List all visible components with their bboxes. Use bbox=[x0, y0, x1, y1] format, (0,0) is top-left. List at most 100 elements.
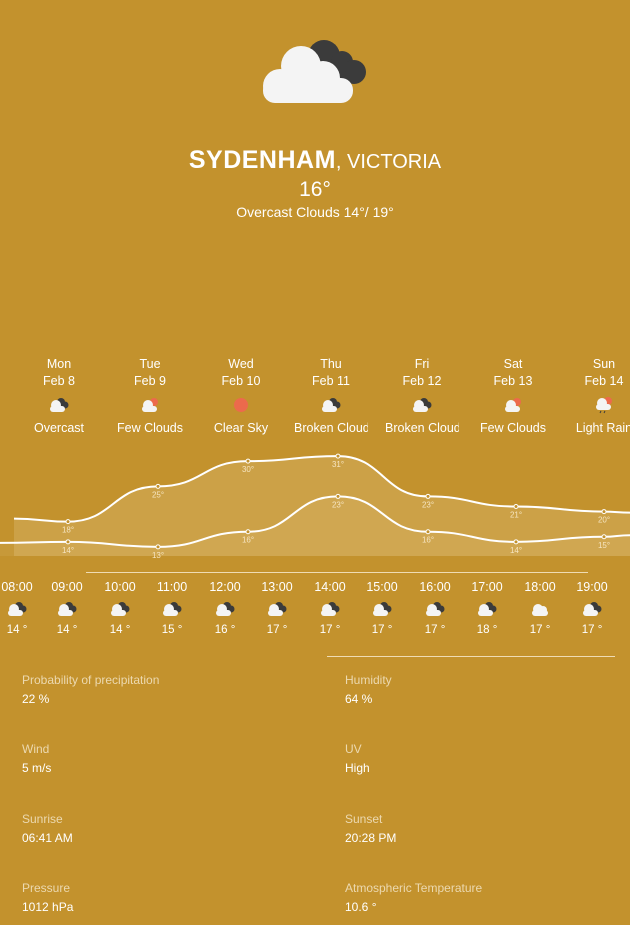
min-temperature-label: 14° bbox=[510, 546, 522, 555]
location-title: SYDENHAM, VICTORIA bbox=[0, 144, 630, 178]
hour-item[interactable]: 12:00 16 ° bbox=[199, 578, 251, 638]
broken-clouds-icon bbox=[0, 596, 43, 622]
temperature-chart: 18° 25° 30° 31° 23° 21° 20° 14° 13° 16° 23° 16° 14° 1… bbox=[0, 453, 630, 560]
hour-temp: 16 ° bbox=[214, 624, 236, 636]
min-temperature-area bbox=[0, 496, 630, 556]
min-temperature-point bbox=[155, 544, 161, 550]
precipitation-detail: Probability of precipitation 22 % bbox=[22, 672, 302, 708]
uv-detail: UV High bbox=[345, 741, 625, 777]
detail-label: Probability of precipitation bbox=[22, 673, 160, 687]
day-date: Feb 12 bbox=[402, 374, 442, 388]
hour-item[interactable]: 08:00 14 ° bbox=[0, 578, 43, 638]
light-rain-icon bbox=[554, 390, 630, 420]
min-temperature-point bbox=[601, 534, 607, 540]
hour-item[interactable]: 17:00 18 ° bbox=[461, 578, 513, 638]
daily-forecast: Mon Feb 8 Overcast Tue Feb 9 Few Clouds … bbox=[0, 356, 630, 446]
max-temperature-point bbox=[425, 493, 431, 499]
min-temperature-point bbox=[245, 529, 251, 535]
divider bbox=[327, 656, 615, 657]
hour-item[interactable]: 09:00 14 ° bbox=[41, 578, 93, 638]
hour-temp: 17 ° bbox=[581, 624, 603, 636]
sun-icon bbox=[191, 390, 291, 420]
hour-item[interactable]: 18:00 17 ° bbox=[514, 578, 566, 638]
hour-item[interactable]: 10:00 14 ° bbox=[94, 578, 146, 638]
overcast-clouds-icon bbox=[263, 40, 366, 103]
day-name: Wed bbox=[228, 357, 254, 371]
broken-clouds-icon bbox=[251, 596, 303, 622]
day-date: Feb 10 bbox=[221, 374, 261, 388]
hour-item[interactable]: 11:00 15 ° bbox=[146, 578, 198, 638]
detail-label: Wind bbox=[22, 742, 50, 756]
hour-item[interactable]: 16:00 17 ° bbox=[409, 578, 461, 638]
day-name: Fri bbox=[414, 357, 430, 371]
detail-label: Sunset bbox=[345, 812, 383, 826]
day-forecast-wed[interactable]: Wed Feb 10 Clear Sky bbox=[191, 356, 291, 436]
hour-time: 09:00 bbox=[51, 580, 83, 594]
detail-label: Humidity bbox=[345, 673, 392, 687]
divider bbox=[86, 572, 588, 573]
detail-value: High bbox=[345, 761, 370, 775]
hour-time: 14:00 bbox=[314, 580, 346, 594]
pressure-detail: Pressure 1012 hPa bbox=[22, 880, 302, 916]
day-condition: Broken Clouds bbox=[385, 421, 459, 435]
hour-time: 08:00 bbox=[1, 580, 33, 594]
few-clouds-icon bbox=[463, 390, 563, 420]
min-temperature-point bbox=[425, 529, 431, 535]
day-forecast-sun[interactable]: Sun Feb 14 Light Rain bbox=[554, 356, 630, 436]
region-name: , VICTORIA bbox=[335, 151, 442, 173]
day-name: Tue bbox=[139, 357, 161, 371]
max-temperature-label: 23° bbox=[422, 500, 434, 509]
hour-item[interactable]: 14:00 17 ° bbox=[304, 578, 356, 638]
detail-label: Atmospheric Temperature bbox=[345, 881, 483, 895]
min-temperature-label: 23° bbox=[332, 500, 344, 509]
hour-time: 18:00 bbox=[524, 580, 556, 594]
hour-temp: 14 ° bbox=[6, 624, 28, 636]
hour-time: 16:00 bbox=[419, 580, 451, 594]
day-forecast-tue[interactable]: Tue Feb 9 Few Clouds bbox=[100, 356, 200, 436]
max-temperature-label: 21° bbox=[510, 511, 522, 520]
broken-clouds-icon bbox=[409, 596, 461, 622]
day-date: Feb 11 bbox=[312, 374, 350, 388]
min-temperature-point bbox=[335, 493, 341, 499]
hour-item[interactable]: 19:00 17 ° bbox=[566, 578, 618, 638]
few-clouds-icon bbox=[100, 390, 200, 420]
day-name: Sun bbox=[592, 357, 616, 371]
min-temperature-label: 16° bbox=[242, 536, 254, 545]
day-forecast-fri[interactable]: Fri Feb 12 Broken Clouds bbox=[372, 356, 472, 436]
hourly-forecast: 08:00 14 ° 09:00 14 ° 10:00 14 ° 11:00 15 ° … bbox=[0, 578, 630, 644]
current-temperature: 16° bbox=[299, 178, 331, 201]
hour-item[interactable]: 15:00 17 ° bbox=[356, 578, 408, 638]
min-temperature-point bbox=[65, 539, 71, 545]
day-condition: Clear Sky bbox=[213, 421, 269, 435]
day-forecast-sat[interactable]: Sat Feb 13 Few Clouds bbox=[463, 356, 563, 436]
day-name: Thu bbox=[320, 357, 342, 371]
detail-value: 20:28 PM bbox=[345, 831, 397, 845]
day-condition: Broken Clouds bbox=[294, 421, 368, 435]
wind-detail: Wind 5 m/s bbox=[22, 741, 302, 777]
max-temperature-point bbox=[601, 509, 607, 515]
hour-item[interactable]: 13:00 17 ° bbox=[251, 578, 303, 638]
atmospheric-temperature-detail: Atmospheric Temperature 10.6 ° bbox=[345, 880, 625, 916]
hour-temp: 17 ° bbox=[529, 624, 551, 636]
broken-clouds-icon bbox=[372, 390, 472, 420]
max-temperature-label: 25° bbox=[152, 490, 164, 499]
day-condition: Few Clouds bbox=[480, 421, 546, 435]
min-temperature-label: 15° bbox=[598, 541, 610, 550]
detail-label: UV bbox=[345, 742, 362, 756]
day-forecast-thu[interactable]: Thu Feb 11 Broken Clouds bbox=[281, 356, 381, 436]
hour-temp: 17 ° bbox=[424, 624, 446, 636]
detail-label: Pressure bbox=[22, 881, 71, 895]
city-name: SYDENHAM bbox=[188, 146, 336, 174]
day-condition: Few Clouds bbox=[117, 421, 183, 435]
day-forecast-mon[interactable]: Mon Feb 8 Overcast bbox=[9, 356, 109, 436]
hour-time: 12:00 bbox=[209, 580, 241, 594]
cloud-icon bbox=[356, 596, 408, 622]
cloud-icon bbox=[94, 596, 146, 622]
max-temperature-label: 31° bbox=[332, 460, 344, 469]
min-temperature-point bbox=[513, 539, 519, 545]
max-temperature-point bbox=[155, 483, 161, 489]
max-temperature-label: 20° bbox=[598, 516, 610, 525]
cloud-icon bbox=[514, 596, 566, 622]
max-temperature-point bbox=[513, 504, 519, 510]
hour-time: 11:00 bbox=[156, 580, 188, 594]
